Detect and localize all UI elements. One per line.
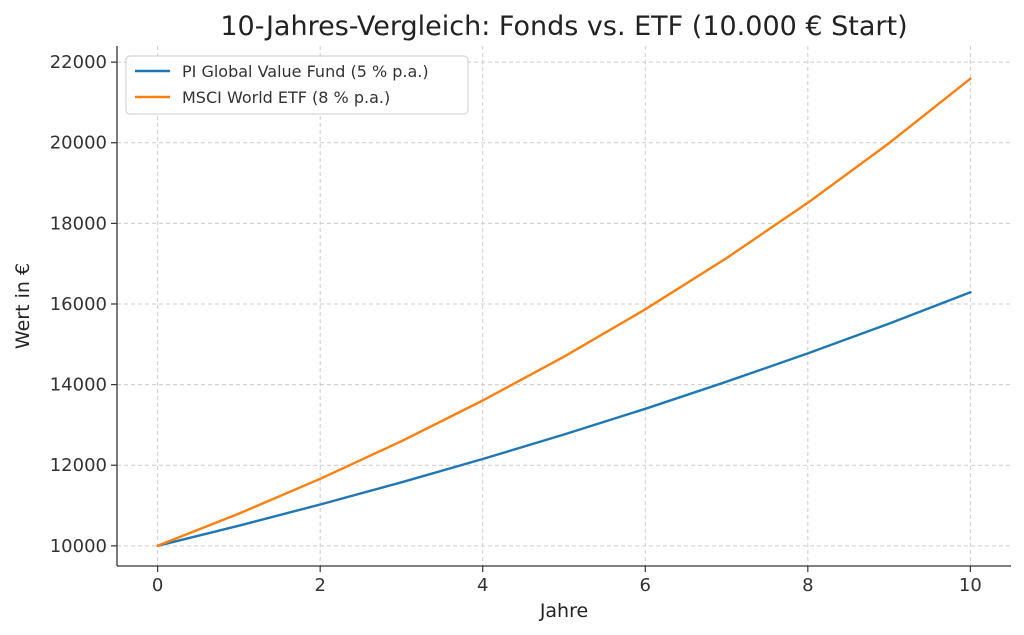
legend: PI Global Value Fund (5 % p.a.) MSCI Worl… xyxy=(125,55,469,115)
y-axis-title: Wert in € xyxy=(12,263,34,349)
series-line-1 xyxy=(156,291,972,547)
x-tick-label: 4 xyxy=(477,575,488,596)
y-tick-label: 22000 xyxy=(50,52,107,73)
legend-label: PI Global Value Fund (5 % p.a.) xyxy=(182,62,429,81)
series-line-2 xyxy=(156,77,972,547)
x-tick-label: 8 xyxy=(802,575,813,596)
y-tick-label: 12000 xyxy=(50,455,107,476)
y-tick-label: 10000 xyxy=(50,536,107,557)
x-tick-label: 0 xyxy=(152,575,163,596)
y-tick-label: 18000 xyxy=(50,213,107,234)
x-tick-label: 6 xyxy=(640,575,651,596)
y-tick-label: 16000 xyxy=(50,294,107,315)
legend-label: MSCI World ETF (8 % p.a.) xyxy=(182,88,390,107)
grid xyxy=(117,46,1011,566)
x-axis-title: Jahre xyxy=(539,600,588,622)
x-tick-label: 2 xyxy=(314,575,325,596)
x-tick-label: 10 xyxy=(959,575,982,596)
series-lines xyxy=(156,77,972,547)
tick-labels: 0 2 4 6 8 10 10000 12000 14000 16000 18000 20000 220… xyxy=(50,52,982,596)
y-tick-label: 20000 xyxy=(50,133,107,154)
y-tick-label: 14000 xyxy=(50,375,107,396)
legend-box xyxy=(125,55,469,115)
axes xyxy=(116,46,1011,567)
chart-title: 10-Jahres-Vergleich: Fonds vs. ETF (10.0… xyxy=(220,11,907,42)
